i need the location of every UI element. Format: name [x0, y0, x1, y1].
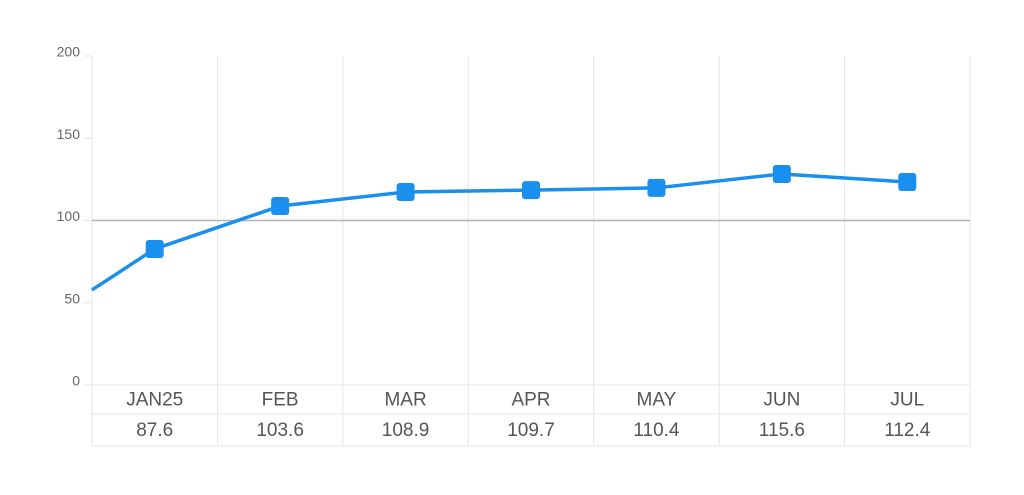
table-value: 108.9 [382, 420, 430, 441]
x-tick-label: APR [511, 390, 550, 411]
point-marker [772, 164, 791, 183]
x-tick-label: FEB [262, 390, 299, 411]
point-marker [396, 183, 415, 202]
table-value: 109.7 [507, 420, 555, 441]
table-value: 110.4 [633, 420, 680, 441]
x-tick-label: JAN25 [126, 390, 183, 411]
point-marker [647, 178, 666, 197]
x-tick-label: MAY [637, 390, 677, 411]
point-marker [145, 239, 164, 258]
series-line [91, 172, 908, 292]
x-tick-label: JUL [890, 390, 924, 411]
y-tick-label: 200 [57, 44, 81, 60]
x-tick-label: MAR [384, 390, 426, 411]
point-marker [522, 181, 540, 200]
table-value: 112.4 [884, 420, 931, 441]
y-tick-label: 0 [72, 373, 80, 389]
point-marker [271, 197, 290, 216]
y-tick-label: 150 [57, 126, 81, 142]
y-tick-label: 50 [64, 290, 80, 306]
table-value: 87.6 [136, 420, 173, 441]
x-tick-label: JUN [763, 390, 800, 411]
point-marker [898, 173, 917, 192]
table-value: 103.6 [256, 420, 304, 441]
table-value: 115.6 [759, 420, 805, 441]
y-tick-label: 100 [57, 208, 81, 224]
